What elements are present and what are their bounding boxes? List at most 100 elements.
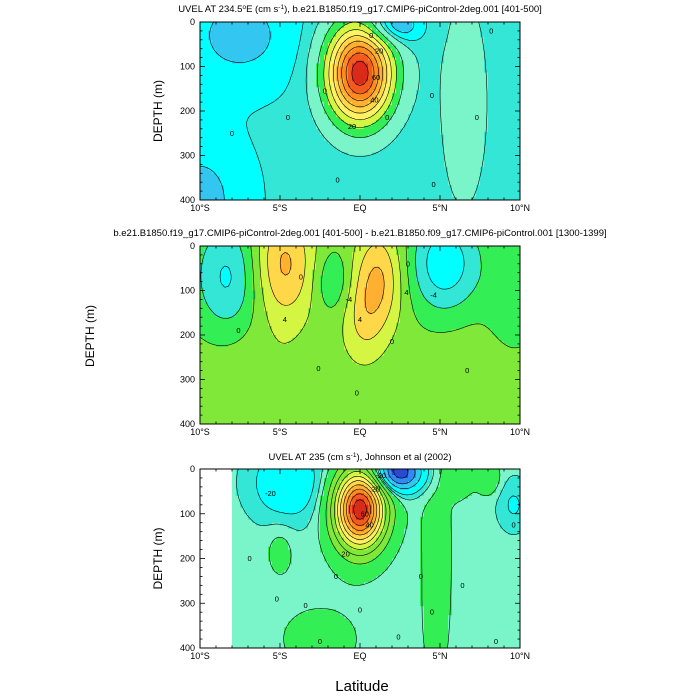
field-cell [216,143,221,148]
field-cell [316,143,321,148]
field-cell [468,113,473,118]
field-cell [476,36,481,41]
field-cell [360,134,365,139]
field-cell [420,57,425,62]
field-cell [504,170,509,174]
field-cell [352,161,357,165]
field-cell [392,122,397,127]
field-cell [508,102,513,106]
field-cell [204,69,209,74]
field-cell [468,131,473,136]
field-cell [380,167,385,171]
field-cell [376,42,381,47]
field-cell [324,170,329,174]
field-cell [384,75,389,79]
field-cell [320,152,325,157]
field-cell [412,122,417,127]
field-cell [516,66,520,71]
field-cell [312,111,317,115]
field-cell [472,146,477,151]
field-cell [372,57,377,62]
field-cell [228,188,233,192]
field-cell [464,22,469,26]
field-cell [292,87,297,91]
field-cell [332,48,337,53]
field-cell [252,33,257,38]
field-cell [472,182,477,186]
field-cell [276,63,281,68]
field-cell [404,78,409,82]
field-cell [328,185,333,189]
field-cell [336,96,341,100]
field-cell [344,48,349,53]
field-cell [328,33,333,38]
field-cell [268,122,273,127]
field-cell [212,182,217,186]
field-cell [236,30,241,35]
field-cell [380,170,385,174]
field-cell [404,24,409,29]
field-cell [224,170,229,174]
field-cell [348,45,353,50]
field-cell [436,149,441,154]
field-cell [252,30,257,35]
field-cell [392,27,397,32]
field-cell [512,78,517,82]
field-cell [372,48,377,53]
field-cell [428,158,433,163]
field-cell [436,155,441,160]
field-cell [260,111,265,115]
field-cell [500,93,505,97]
field-cell [268,63,273,68]
field-cell [240,149,245,154]
field-cell [440,63,445,68]
field-cell [348,78,353,82]
field-cell [404,54,409,59]
field-cell [328,191,333,195]
field-cell [248,116,253,121]
field-cell [448,42,453,47]
field-cell [496,188,501,192]
field-cell [384,33,389,38]
field-cell [504,191,509,195]
field-cell [276,81,281,85]
field-cell [468,122,473,127]
field-cell [456,161,461,165]
field-cell [300,111,305,115]
field-cell [496,24,501,29]
field-cell [224,116,229,121]
field-cell [392,99,397,103]
field-cell [464,66,469,71]
field-cell [340,197,345,200]
field-cell [232,161,237,165]
field-cell [392,63,397,68]
field-cell [424,185,429,189]
x-ticks [199,22,521,200]
field-cell [420,176,425,180]
field-cell [516,45,520,50]
field-cell [240,87,245,91]
field-cell [384,72,389,76]
field-cell [404,119,409,124]
field-cell [320,60,325,65]
field-cell [244,108,249,112]
field-cell [504,173,509,177]
field-cell [448,96,453,100]
field-cell [412,188,417,192]
field-cell [216,137,221,142]
field-cell [408,152,413,157]
y-tick-label: 400 [180,195,195,205]
field-cell [500,78,505,82]
field-cell [404,96,409,100]
field-cell [452,125,457,130]
field-cell [412,27,417,32]
field-cell [376,54,381,59]
field-cell [484,48,489,53]
field-cell [220,72,225,76]
field-cell [484,33,489,38]
field-cell [436,152,441,157]
field-cell [256,93,261,97]
field-cell [348,30,353,35]
field-cell [200,329,205,333]
field-cell [412,22,417,26]
